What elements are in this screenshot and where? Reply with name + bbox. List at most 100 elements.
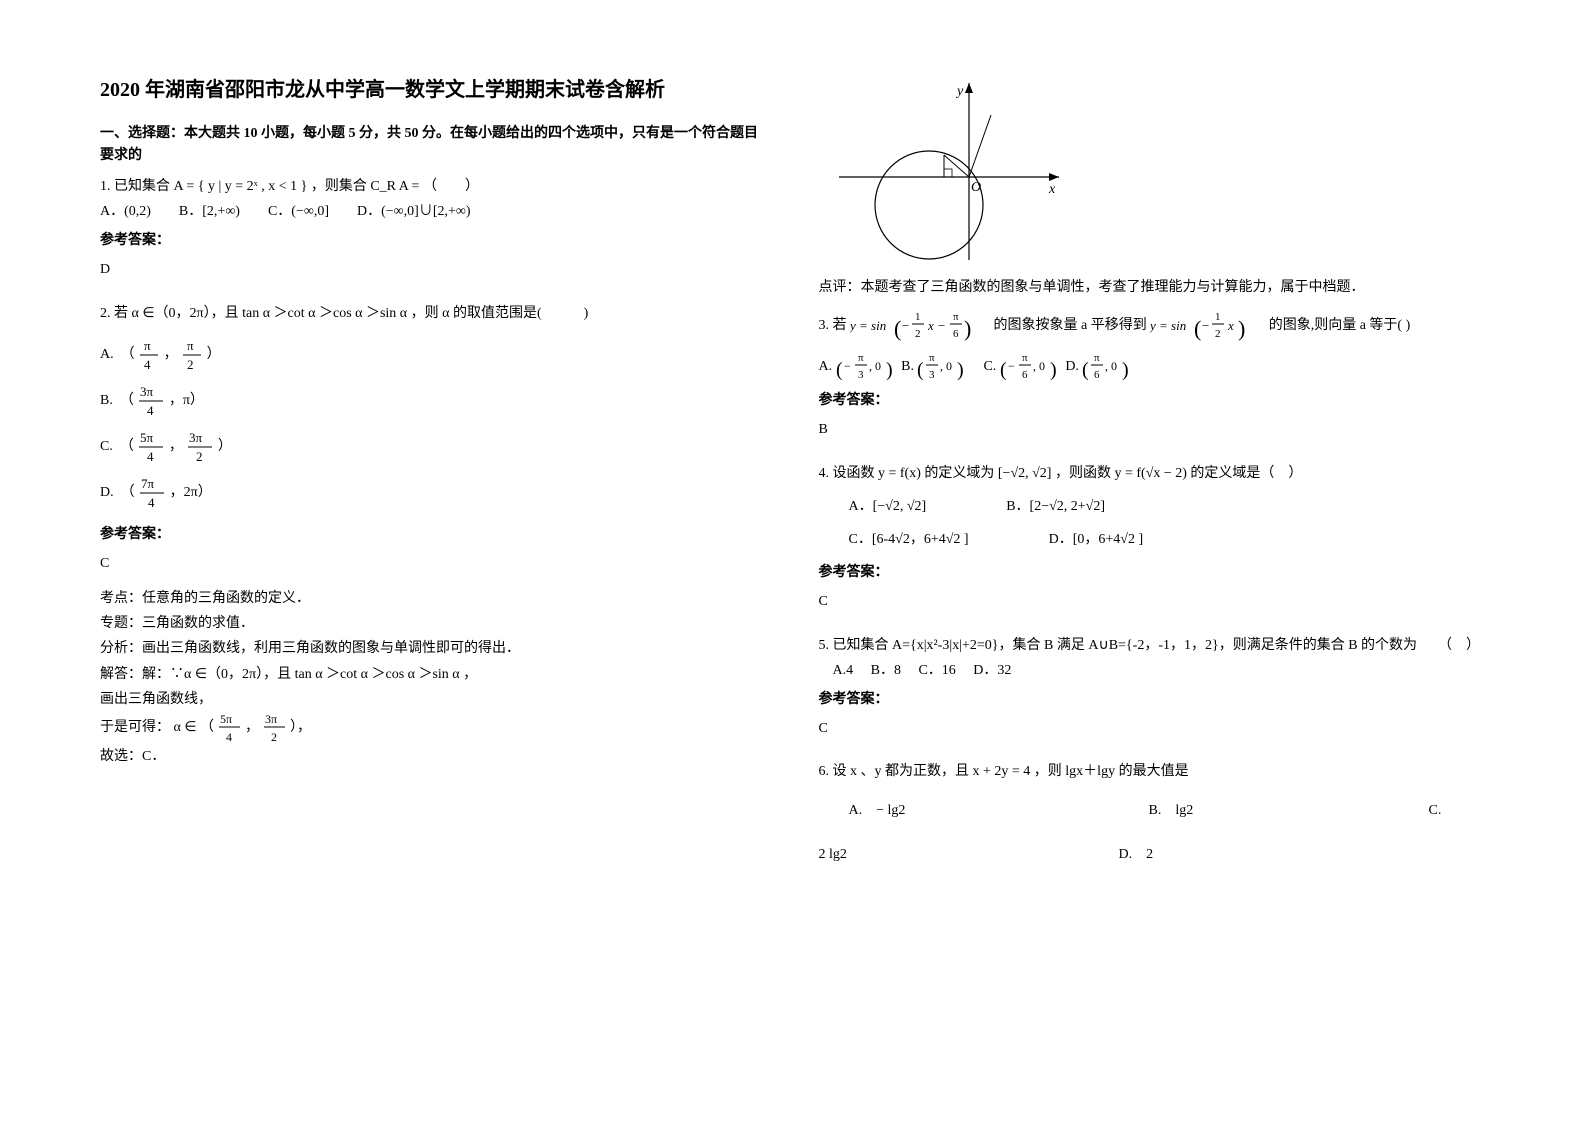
svg-text:π: π <box>1022 352 1028 364</box>
q5-options: A.4 B．8 C．16 D．32 <box>819 658 1488 683</box>
q1-answer: D <box>100 257 769 282</box>
q6-optA: A. − lg2 <box>849 798 1149 823</box>
svg-text:−: − <box>1202 318 1209 333</box>
vec-pi6-icon: (π6, 0) <box>1082 350 1134 384</box>
q6-optB: B. lg2 <box>1149 798 1429 823</box>
svg-text:4: 4 <box>226 730 232 744</box>
left-column: 2020 年湖南省邵阳市龙从中学高一数学文上学期期末试卷含解析 一、选择题：本大… <box>100 75 769 1082</box>
svg-text:2: 2 <box>1215 328 1221 340</box>
section-header: 一、选择题：本大题共 10 小题，每小题 5 分，共 50 分。在每小题给出的四… <box>100 123 769 168</box>
sin-expr2-icon: y = sin ( − 1 2 x ) <box>1150 308 1265 344</box>
q2-kaodian: 考点：任意角的三角函数的定义． <box>100 586 769 611</box>
svg-text:, 0: , 0 <box>1105 359 1117 373</box>
q1-stem: 1. 已知集合 A = { y | y = 2ˣ , x < 1 } ，则集合 … <box>100 174 769 199</box>
svg-text:): ) <box>1238 316 1245 341</box>
q3-answer: B <box>819 417 1488 442</box>
svg-text:1: 1 <box>1215 311 1221 323</box>
svg-text:3π: 3π <box>189 430 203 445</box>
q6-optD-left: 2 lg2 <box>819 842 1119 867</box>
vec-neg-pi3-icon: (−π 3 , 0) <box>836 350 898 384</box>
svg-text:(: ( <box>1194 316 1201 341</box>
q4-stem: 4. 设函数 y = f(x) 的定义域为 [−√2, √2] ，则函数 y =… <box>819 461 1488 486</box>
svg-text:): ) <box>964 316 971 341</box>
svg-text:3π: 3π <box>265 712 277 726</box>
svg-text:): ) <box>1122 359 1129 381</box>
q2-optD: D. （ 7π4 ，2π） <box>100 476 769 510</box>
svg-text:): ) <box>1050 359 1057 381</box>
q4-answer: C <box>819 589 1488 614</box>
svg-text:(: ( <box>1082 359 1089 381</box>
question-6: 6. 设 x 、y 都为正数，且 x + 2y = 4 ，则 lgx＋lgy 的… <box>819 759 1488 867</box>
q2-jieda2: 画出三角函数线， <box>100 687 769 712</box>
trig-graph-icon: y x O <box>839 75 1069 265</box>
svg-text:π: π <box>929 352 935 364</box>
q2-answer-label: 参考答案： <box>100 522 769 547</box>
svg-text:π: π <box>858 352 864 364</box>
svg-text:x: x <box>1048 182 1056 197</box>
dianping: 点评：本题考查了三角函数的图象与单调性，考查了推理能力与计算能力，属于中档题． <box>819 275 1488 300</box>
q2-guxuan: 故选：C． <box>100 744 769 769</box>
question-5: 5. 已知集合 A={x|x²-3|x|+2=0}，集合 B 满足 A∪B={-… <box>819 633 1488 752</box>
svg-text:7π: 7π <box>141 476 155 491</box>
question-4: 4. 设函数 y = f(x) 的定义域为 [−√2, √2] ，则函数 y =… <box>819 461 1488 625</box>
svg-text:, 0: , 0 <box>940 359 952 373</box>
svg-text:y = sin: y = sin <box>850 318 886 333</box>
svg-text:y: y <box>955 84 964 99</box>
q1-options: A．(0,2) B．[2,+∞) C．(−∞,0] D．(−∞,0]∪[2,+∞… <box>100 199 769 224</box>
q6-optC: C. <box>1429 798 1442 823</box>
svg-text:6: 6 <box>1094 369 1100 381</box>
fraction-3pi-2-icon: 3π2 <box>186 430 214 464</box>
svg-text:3π: 3π <box>140 384 154 399</box>
page-title: 2020 年湖南省邵阳市龙从中学高一数学文上学期期末试卷含解析 <box>100 75 769 105</box>
q4-row2: C．[6-4√2，6+4√2 ] D．[0，6+4√2 ] <box>849 527 1488 552</box>
fraction-5pi-4-icon: 5π4 <box>218 712 242 744</box>
svg-text:5π: 5π <box>220 712 232 726</box>
svg-text:y = sin: y = sin <box>1150 318 1186 333</box>
q6-stem: 6. 设 x 、y 都为正数，且 x + 2y = 4 ，则 lgx＋lgy 的… <box>819 759 1488 784</box>
right-column: y x O 点评：本题考查了三角函数的图象与单调性，考查了推理能力与计算能力，属… <box>819 75 1488 1082</box>
fraction-pi-4-icon: π4 <box>138 338 160 372</box>
q5-stem: 5. 已知集合 A={x|x²-3|x|+2=0}，集合 B 满足 A∪B={-… <box>819 633 1488 658</box>
svg-text:2: 2 <box>196 449 203 464</box>
svg-text:2: 2 <box>915 328 921 340</box>
svg-text:): ) <box>886 359 893 381</box>
svg-text:4: 4 <box>148 495 155 510</box>
svg-text:6: 6 <box>953 328 959 340</box>
question-3: 3. 若 y = sin ( − 12 x − π6 ) 的图象按象量 a 平移… <box>819 308 1488 452</box>
svg-text:x: x <box>1227 318 1234 333</box>
svg-text:4: 4 <box>147 403 154 418</box>
svg-text:(: ( <box>836 359 843 381</box>
svg-text:2: 2 <box>187 357 194 372</box>
svg-text:π: π <box>953 311 959 323</box>
q3-options: A. (−π3, 0) B. (π3, 0) C. (−π6, 0) D. (π… <box>819 350 1488 384</box>
fraction-3pi-4-icon: 3π4 <box>137 384 165 418</box>
svg-text:, 0: , 0 <box>1033 359 1045 373</box>
q6-row1: A. − lg2 B. lg2 C. <box>849 798 1488 823</box>
svg-text:): ) <box>957 359 964 381</box>
svg-text:(: ( <box>917 359 924 381</box>
svg-text:3: 3 <box>858 369 864 381</box>
svg-text:x −: x − <box>927 318 946 333</box>
q2-jieda3: 于是可得： α ∈ （ 5π4 ， 3π2 ）， <box>100 712 769 744</box>
q2-answer: C <box>100 551 769 576</box>
q2-jieda1: 解答：解：∵α ∈（0，2π），且 tan α ＞cot α ＞cos α ＞s… <box>100 662 769 687</box>
svg-text:(: ( <box>1000 359 1007 381</box>
fraction-5pi-4-icon: 5π4 <box>137 430 165 464</box>
svg-text:1: 1 <box>915 311 921 323</box>
q5-answer-label: 参考答案： <box>819 687 1488 712</box>
svg-text:4: 4 <box>147 449 154 464</box>
q4-row1: A．[−√2, √2] B．[2−√2, 2+√2] <box>849 494 1488 519</box>
vec-pi3-icon: (π3, 0) <box>917 350 969 384</box>
svg-text:(: ( <box>894 316 901 341</box>
svg-text:, 0: , 0 <box>869 359 881 373</box>
q3-stem: 3. 若 y = sin ( − 12 x − π6 ) 的图象按象量 a 平移… <box>819 308 1488 344</box>
fraction-3pi-2-icon: 3π2 <box>263 712 287 744</box>
q2-optA: A. （ π4 ， π2 ） <box>100 338 769 372</box>
svg-text:−: − <box>902 318 909 333</box>
q5-answer: C <box>819 716 1488 741</box>
svg-text:−: − <box>844 359 851 373</box>
q6-optD-right: D. 2 <box>1119 842 1154 867</box>
svg-text:2: 2 <box>271 730 277 744</box>
question-2: 2. 若 α ∈（0，2π），且 tan α ＞cot α ＞cos α ＞si… <box>100 301 769 770</box>
q4-answer-label: 参考答案： <box>819 560 1488 585</box>
